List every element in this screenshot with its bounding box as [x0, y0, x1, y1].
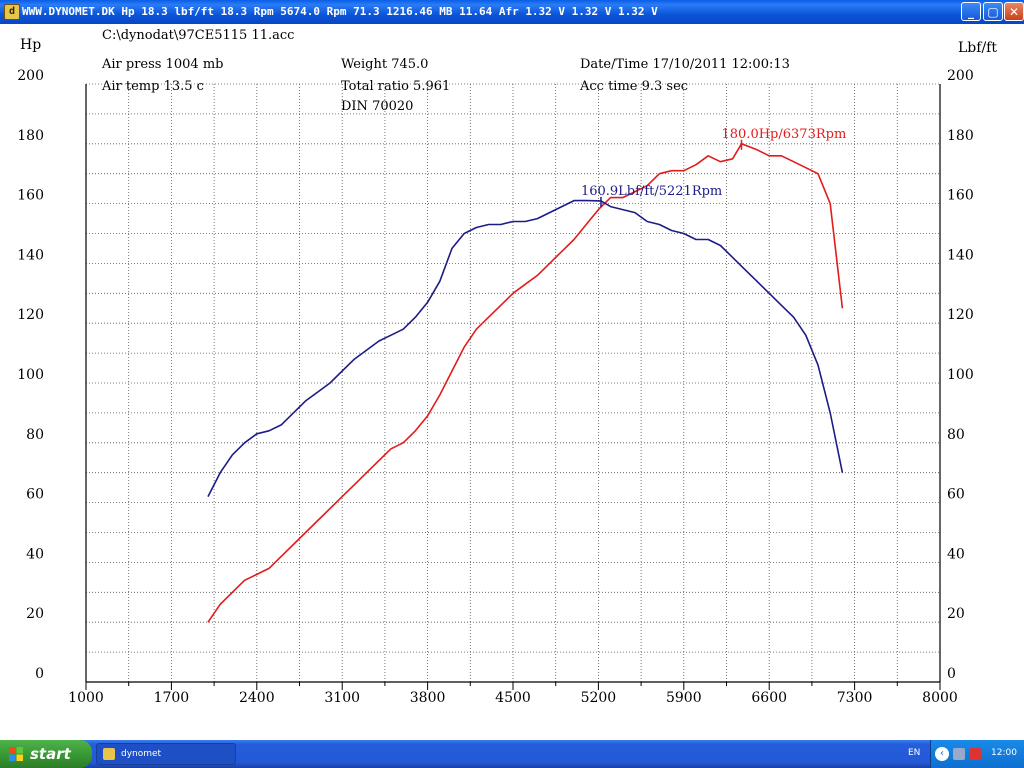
date-time: Date/Time 17/10/2011 12:00:13	[580, 57, 790, 72]
windows-flag-icon	[9, 747, 23, 761]
start-button[interactable]: start	[0, 740, 92, 768]
left-y-tick-label: 40	[26, 546, 44, 562]
left-y-tick-label: 0	[35, 666, 44, 682]
x-tick-label: 3800	[410, 690, 446, 706]
hp-series-line	[207, 143, 844, 623]
network-icon[interactable]	[953, 748, 965, 760]
app-icon: d	[4, 4, 20, 20]
taskbar: start dynomet EN ‹ 12:00	[0, 740, 1024, 768]
chart-axes	[85, 84, 941, 690]
chart-grid	[86, 83, 940, 682]
taskbar-item-dynomet[interactable]: dynomet	[96, 743, 236, 765]
minimize-button[interactable]: _	[961, 2, 981, 21]
maximize-button[interactable]: ▢	[983, 2, 1003, 21]
dynomet-icon	[103, 748, 115, 760]
torque-series-line	[207, 199, 844, 497]
taskbar-item-label: dynomet	[121, 749, 162, 759]
left-y-tick-labels: 0 20 40 60 80 100 120 140 160 180 200	[17, 68, 44, 682]
right-y-tick-label: 0	[947, 666, 956, 682]
chart-series	[207, 143, 844, 623]
right-y-tick-label: 40	[947, 546, 965, 562]
x-tick-label: 3100	[324, 690, 360, 706]
security-alert-icon[interactable]	[969, 748, 981, 760]
right-axis-unit: Lbf/ft	[958, 40, 997, 56]
x-tick-label: 4500	[495, 690, 531, 706]
right-y-tick-label: 100	[947, 367, 974, 383]
right-y-tick-label: 120	[947, 307, 974, 323]
x-tick-label: 8000	[922, 690, 958, 706]
left-y-tick-label: 160	[17, 188, 44, 204]
left-y-tick-label: 200	[17, 68, 44, 84]
left-y-tick-label: 60	[26, 487, 44, 503]
window-title: WWW.DYNOMET.DK Hp 18.3 lbf/ft 18.3 Rpm 5…	[22, 5, 658, 18]
start-label: start	[30, 745, 71, 763]
right-y-tick-label: 80	[947, 427, 965, 443]
din-standard: DIN 70020	[341, 99, 414, 114]
language-indicator[interactable]: EN	[908, 748, 921, 758]
x-tick-labels: 1000 1700 2400 3100 3800 4500 5200 5900 6600 7300…	[68, 690, 958, 706]
right-y-tick-label: 180	[947, 128, 974, 144]
x-tick-label: 5900	[666, 690, 702, 706]
peak-torque-label: 160.9Lbf/ft/5221Rpm	[581, 184, 722, 199]
tray-expand-icon[interactable]: ‹	[935, 747, 949, 761]
x-tick-label: 1700	[154, 690, 190, 706]
window-title-bar[interactable]: d WWW.DYNOMET.DK Hp 18.3 lbf/ft 18.3 Rpm…	[0, 0, 1024, 24]
right-y-tick-label: 20	[947, 606, 965, 622]
air-temperature: Air temp 13.5 c	[102, 79, 204, 94]
file-path: C:\dynodat\97CE5115 11.acc	[102, 28, 295, 43]
x-tick-label: 5200	[581, 690, 617, 706]
left-y-tick-label: 140	[17, 247, 44, 263]
right-y-tick-labels: 0 20 40 60 80 100 120 140 160 180 200	[947, 68, 974, 682]
x-tick-label: 1000	[68, 690, 104, 706]
left-y-tick-label: 120	[17, 307, 44, 323]
total-ratio: Total ratio 5.961	[341, 79, 451, 94]
weight: Weight 745.0	[341, 57, 429, 72]
dyno-chart: 1000 1700 2400 3100 3800 4500 5200 5900 6600 7300…	[17, 68, 974, 706]
x-tick-label: 7300	[837, 690, 873, 706]
peak-hp-label: 180.0Hp/6373Rpm	[722, 127, 847, 142]
system-tray: ‹ 12:00	[930, 740, 1024, 768]
left-y-tick-label: 100	[17, 367, 44, 383]
right-y-tick-label: 160	[947, 188, 974, 204]
left-y-tick-label: 80	[26, 427, 44, 443]
air-pressure: Air press 1004 mb	[102, 57, 224, 72]
left-axis-unit: Hp	[20, 37, 42, 53]
right-y-tick-label: 60	[947, 487, 965, 503]
right-y-tick-label: 200	[947, 68, 974, 84]
clock: 12:00	[991, 748, 1017, 758]
chart-annotations: 180.0Hp/6373Rpm 160.9Lbf/ft/5221Rpm	[581, 127, 846, 207]
x-tick-label: 6600	[751, 690, 787, 706]
x-tick-label: 2400	[239, 690, 275, 706]
right-y-tick-label: 140	[947, 247, 974, 263]
acc-time: Acc time 9.3 sec	[580, 79, 689, 94]
left-y-tick-label: 180	[17, 128, 44, 144]
left-y-tick-label: 20	[26, 606, 44, 622]
